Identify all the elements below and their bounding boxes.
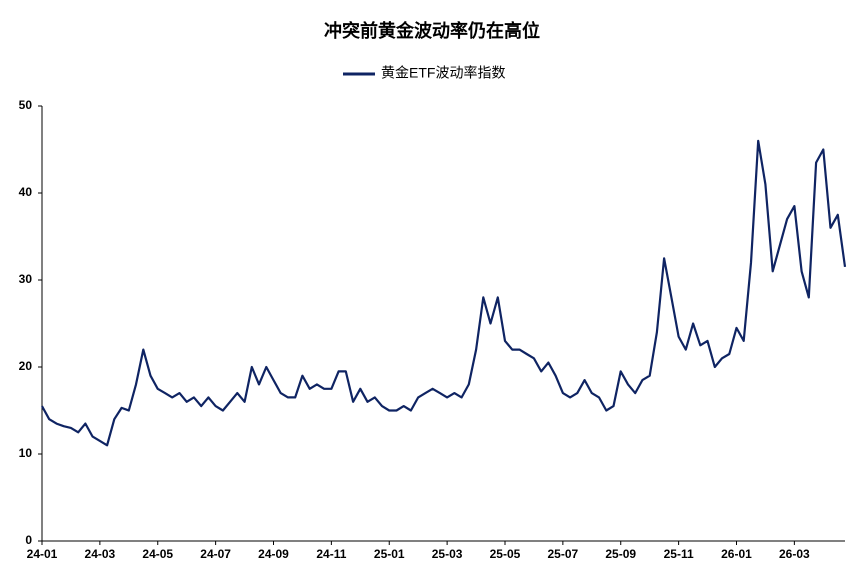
line-series <box>41 139 847 447</box>
chart-title: 冲突前黄金波动率仍在高位 <box>324 20 540 41</box>
y-tick-label: 40 <box>19 185 33 199</box>
x-tick-label: 24-03 <box>85 547 116 561</box>
y-tick-label: 0 <box>25 533 32 547</box>
y-tick-label: 50 <box>19 98 33 112</box>
y-tick-label: 30 <box>19 272 33 286</box>
y-tick-label: 10 <box>19 446 33 460</box>
x-tick-label: 24-07 <box>200 547 231 561</box>
x-tick-label: 24-01 <box>27 547 58 561</box>
x-tick-label: 25-03 <box>432 547 463 561</box>
x-tick-label: 25-09 <box>605 547 636 561</box>
x-tick-label: 25-07 <box>548 547 579 561</box>
x-tick-label: 25-05 <box>490 547 521 561</box>
x-tick-label: 26-03 <box>779 547 810 561</box>
x-tick-label: 24-09 <box>258 547 289 561</box>
x-tick-label: 26-01 <box>721 547 752 561</box>
y-tick-label: 20 <box>19 359 33 373</box>
x-tick-label: 24-11 <box>316 547 346 561</box>
x-tick-label: 25-01 <box>374 547 405 561</box>
x-tick-label: 25-11 <box>664 547 694 561</box>
legend-label: 黄金ETF波动率指数 <box>381 65 505 81</box>
x-tick-label: 24-05 <box>142 547 173 561</box>
